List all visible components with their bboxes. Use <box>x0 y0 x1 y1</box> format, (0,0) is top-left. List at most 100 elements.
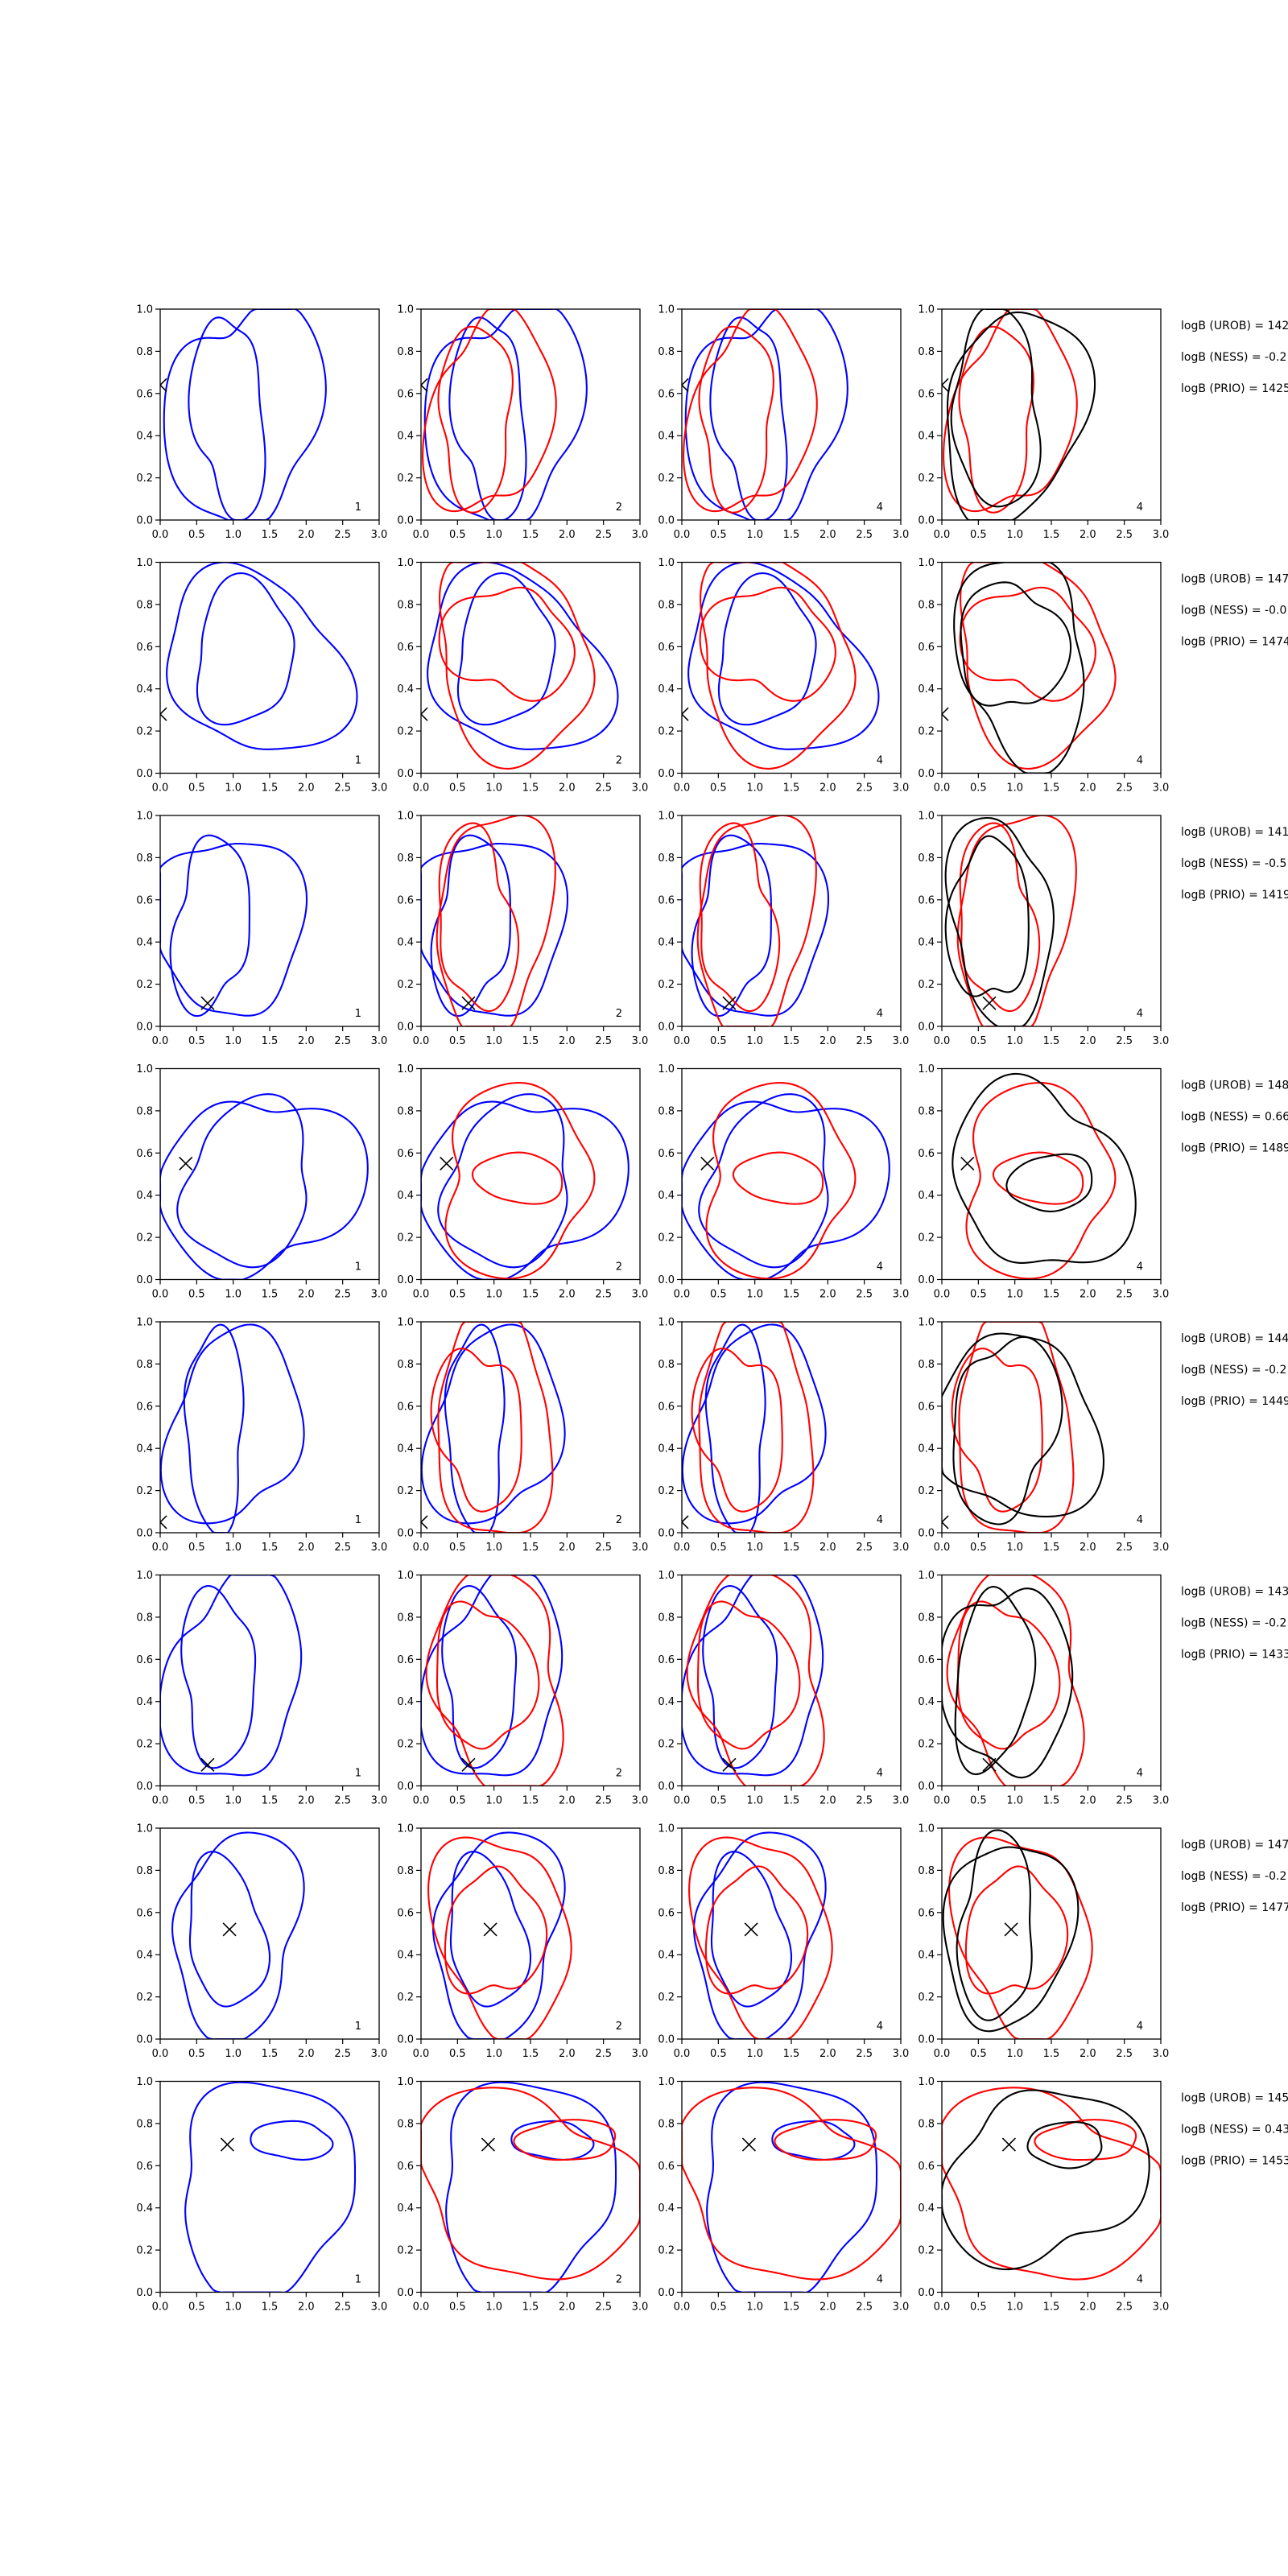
contour-lines <box>166 562 358 750</box>
marker-stroke <box>682 713 689 721</box>
y-tick-label: 0.4 <box>397 1696 414 1708</box>
x-tick-label: 0.5 <box>710 1289 727 1301</box>
contour-blue <box>456 572 556 726</box>
contour-lines <box>427 1831 572 2039</box>
x-tick-label: 1.0 <box>225 1795 242 1807</box>
x-tick-label: 0.5 <box>449 782 466 795</box>
x-tick-label: 1.5 <box>522 1795 539 1807</box>
marker-stroke <box>461 996 476 1010</box>
y-tick-label: 0.4 <box>658 431 675 443</box>
panel-row: 0.0 0.5 1.0 1.5 2.0 2.5 3.0 0.0 0.2 0.4 0.6 0.8 1.0 1… <box>136 1317 1288 1554</box>
plot-area <box>160 562 379 774</box>
x-tick-label: 2.0 <box>298 1289 315 1301</box>
contour-black <box>960 581 1072 707</box>
x-tick-label: 1.0 <box>485 1542 502 1554</box>
y-tick-label: 0.4 <box>658 1443 675 1455</box>
contour-lines <box>421 1322 566 1533</box>
y-tick-label: 0.0 <box>918 1781 935 1793</box>
marker-stroke <box>682 1515 689 1524</box>
x-tick-label: 3.0 <box>371 1035 388 1047</box>
x-tick-label: 0.5 <box>188 782 205 795</box>
x-tick-label: 2.5 <box>1116 1542 1133 1554</box>
y-tick-label: 0.6 <box>658 894 675 906</box>
y-tick-label: 0.2 <box>397 1739 414 1751</box>
x-tick-label: 1.0 <box>746 529 763 541</box>
x-tick-label: 0.0 <box>413 782 430 795</box>
x-tick-label: 1.5 <box>262 1795 279 1807</box>
x-tick-label: 2.0 <box>559 782 576 795</box>
plot-area <box>942 309 1161 520</box>
y-tick-label: 0.6 <box>658 642 675 654</box>
y-tick-label: 0.8 <box>136 1105 153 1117</box>
contour-panel: 0.0 0.5 1.0 1.5 2.0 2.5 3.0 0.0 0.2 0.4 0.6 0.8 1.0 4 <box>658 1570 909 1807</box>
marker-stroke <box>160 384 167 392</box>
x-tick-label: 2.5 <box>1116 2301 1133 2314</box>
y-tick-label: 1.0 <box>397 1823 414 1835</box>
contour-black <box>956 1829 1033 2021</box>
logb-annotation: logB (UROB) = 147 <box>1181 1839 1288 1852</box>
x-tick-label: 1.0 <box>225 2048 242 2060</box>
plot-area <box>421 562 640 774</box>
true-value-marker <box>220 2137 234 2152</box>
contour-panel: 0.0 0.5 1.0 1.5 2.0 2.5 3.0 0.0 0.2 0.4 0.6 0.8 1.0 4 <box>658 811 909 1048</box>
x-tick-label: 0.5 <box>710 2048 727 2060</box>
y-tick-label: 0.6 <box>397 388 414 400</box>
panel-index-label: 4 <box>1137 2274 1143 2286</box>
logb-annotation: logB (NESS) = 0.66 <box>1181 1111 1288 1124</box>
y-tick-label: 1.0 <box>658 2076 675 2088</box>
x-tick-label: 1.0 <box>746 2301 763 2314</box>
x-tick-label: 2.5 <box>595 1289 612 1301</box>
true-value-marker <box>942 378 949 392</box>
contour-panel: 0.0 0.5 1.0 1.5 2.0 2.5 3.0 0.0 0.2 0.4 0.6 0.8 1.0 4 <box>658 557 909 795</box>
true-value-marker <box>179 1156 193 1170</box>
x-tick-label: 0.5 <box>970 2048 987 2060</box>
contour-red <box>696 1600 801 1750</box>
y-tick-label: 1.0 <box>397 1063 414 1075</box>
x-tick-label: 1.0 <box>485 529 502 541</box>
x-tick-label: 2.0 <box>819 1035 836 1047</box>
x-tick-label: 0.0 <box>152 529 169 541</box>
marker-stroke <box>200 996 215 1010</box>
marker-stroke <box>421 1521 428 1530</box>
contour-red <box>956 815 1077 1026</box>
x-tick-label: 0.0 <box>674 1542 691 1554</box>
x-tick-label: 1.0 <box>746 782 763 795</box>
y-tick-label: 0.0 <box>918 1022 935 1034</box>
contour-lines <box>160 834 308 1018</box>
contour-lines <box>944 815 1077 1026</box>
marker-stroke <box>682 707 689 716</box>
x-tick-label: 0.5 <box>710 1795 727 1807</box>
y-tick-label: 1.0 <box>397 304 414 316</box>
panel-index-label: 1 <box>355 2021 361 2033</box>
y-tick-label: 1.0 <box>658 557 675 569</box>
y-tick-label: 0.0 <box>397 1022 414 1034</box>
x-tick-label: 0.0 <box>674 1289 691 1301</box>
x-tick-label: 2.5 <box>595 782 612 795</box>
marker-stroke <box>942 1515 949 1524</box>
contour-blue <box>684 309 848 520</box>
panel-index-label: 4 <box>877 2021 883 2033</box>
x-tick-label: 0.5 <box>449 2048 466 2060</box>
y-tick-label: 0.0 <box>918 768 935 780</box>
contour-red <box>732 1151 824 1205</box>
x-tick-label: 0.5 <box>188 2301 205 2314</box>
x-tick-label: 2.5 <box>856 1795 873 1807</box>
x-tick-label: 2.5 <box>856 782 873 795</box>
x-tick-label: 2.5 <box>1116 529 1133 541</box>
logb-annotation: logB (NESS) = -0.2 <box>1181 351 1286 364</box>
y-tick-label: 0.4 <box>918 1950 935 1962</box>
contour-lines <box>427 562 619 770</box>
contour-red <box>691 1348 783 1513</box>
marker-stroke <box>682 378 689 386</box>
x-tick-label: 1.5 <box>1043 529 1060 541</box>
panel-row: 0.0 0.5 1.0 1.5 2.0 2.5 3.0 0.0 0.2 0.4 0.6 0.8 1.0 1… <box>136 811 1288 1048</box>
x-tick-label: 1.0 <box>1006 1795 1023 1807</box>
x-tick-label: 3.0 <box>371 1289 388 1301</box>
x-tick-label: 0.0 <box>934 782 951 795</box>
plot-area <box>421 309 640 520</box>
x-tick-label: 1.5 <box>522 2301 539 2314</box>
contour-lines <box>682 1575 825 1786</box>
x-tick-label: 2.0 <box>819 1542 836 1554</box>
contour-black <box>942 1332 1105 1517</box>
contour-lines <box>682 815 830 1026</box>
